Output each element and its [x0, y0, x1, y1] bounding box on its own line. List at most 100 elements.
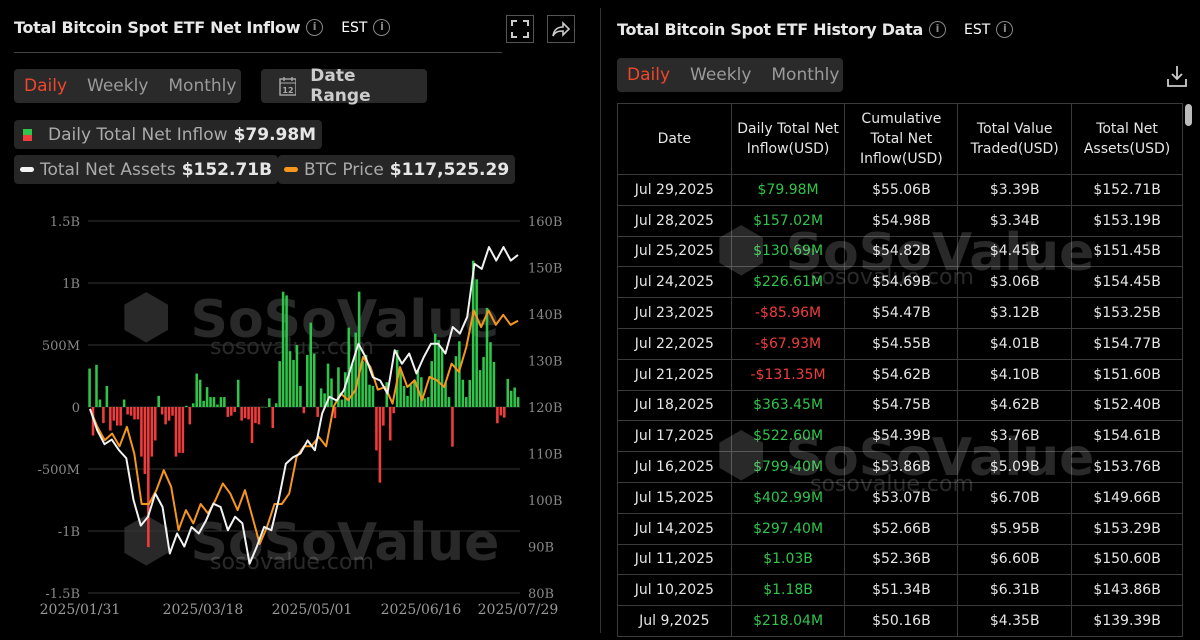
inflow-bar — [209, 397, 212, 407]
table-cell: $151.60B — [1071, 358, 1183, 391]
inflow-bar — [440, 347, 444, 407]
inflow-bar — [147, 407, 150, 548]
table-row[interactable]: Jul 21,2025 -$131.35M $54.62B $4.10B $151.60… — [617, 358, 1183, 391]
timezone-label: EST — [964, 21, 991, 38]
inflow-bar — [420, 377, 423, 407]
table-row[interactable]: Jul 9,2025 $218.04M $50.16B $4.35B $139.39B — [617, 605, 1183, 637]
share-button[interactable] — [547, 15, 575, 43]
inflow-chart[interactable]: 1.5B 1B 500M 0 -500M -1B -1.5B 160B 150B 140B 130B… — [0, 200, 600, 620]
table-row[interactable]: Jul 24,2025 $226.61M $54.69B $3.06B $154.45B — [617, 266, 1183, 299]
download-icon[interactable] — [1166, 64, 1188, 88]
legend-inflow[interactable]: Daily Total Net Inflow $79.98M — [14, 120, 323, 149]
fullscreen-button[interactable] — [506, 15, 534, 43]
inflow-bar — [364, 354, 368, 407]
table-cell: $79.98M — [730, 174, 846, 206]
inflow-bar — [153, 407, 157, 441]
info-icon[interactable]: i — [929, 21, 947, 38]
info-icon[interactable]: i — [306, 19, 324, 36]
table-scrollbar[interactable] — [1185, 104, 1192, 126]
table-cell: Jul 22,2025 — [617, 327, 732, 360]
inflow-bar — [475, 279, 478, 407]
table-cell: $226.61M — [730, 266, 846, 299]
inflow-bar — [278, 361, 281, 407]
tab-daily[interactable]: Daily — [24, 76, 68, 96]
table-cell: $5.09B — [957, 451, 1073, 483]
inflow-bar — [378, 407, 382, 483]
table-cell: $5.95B — [957, 512, 1073, 545]
table-row[interactable]: Jul 10,2025 $1.18B $51.34B $6.31B $143.86B — [617, 574, 1183, 607]
inflow-bar — [368, 384, 371, 407]
table-cell: $54.75B — [844, 389, 959, 422]
table-cell: Jul 10,2025 — [617, 574, 732, 607]
inflow-bar — [337, 367, 340, 407]
inflow-bar — [433, 333, 437, 407]
tab-monthly[interactable]: Monthly — [168, 76, 237, 96]
inflow-bar — [388, 407, 392, 441]
table-row[interactable]: Jul 23,2025 -$85.96M $54.47B $3.12B $153.25B — [617, 297, 1183, 329]
inflow-bar — [185, 405, 188, 407]
legend-label: BTC Price — [304, 159, 384, 180]
table-row[interactable]: Jul 17,2025 $522.60M $54.39B $3.76B $154.61B — [617, 420, 1183, 453]
inflow-bar — [167, 407, 171, 421]
tab-weekly[interactable]: Weekly — [690, 65, 752, 85]
table-cell: $4.01B — [957, 327, 1073, 360]
inflow-bar — [413, 379, 416, 407]
table-cell: $54.55B — [844, 327, 959, 360]
inflow-bar — [496, 407, 499, 424]
table-cell: $53.86B — [844, 451, 959, 483]
table-cell: $522.60M — [730, 420, 846, 453]
table-cell: $3.12B — [957, 297, 1073, 329]
y-left-tick-label: 1B — [62, 277, 80, 292]
date-range-button[interactable]: 12 Date Range — [261, 66, 427, 106]
table-cell: $151.45B — [1071, 235, 1183, 268]
table-cell: $154.61B — [1071, 420, 1183, 453]
table-cell: $157.02M — [730, 204, 846, 237]
inflow-bar — [513, 387, 516, 407]
tab-weekly[interactable]: Weekly — [87, 76, 149, 96]
legend-assets[interactable]: Total Net Assets $152.71B — [14, 155, 279, 184]
table-row[interactable]: Jul 22,2025 -$67.93M $54.55B $4.01B $154.77B — [617, 327, 1183, 360]
info-icon[interactable]: i — [373, 19, 391, 36]
inflow-bar — [288, 351, 292, 407]
inflow-bar — [354, 332, 357, 407]
table-cell: Jul 18,2025 — [617, 389, 732, 422]
inflow-bar — [216, 404, 219, 407]
table-row[interactable]: Jul 11,2025 $1.03B $52.36B $6.60B $150.60B — [617, 543, 1183, 576]
inflow-bar — [299, 385, 302, 407]
tab-monthly[interactable]: Monthly — [771, 65, 840, 85]
inflow-bar — [509, 390, 513, 407]
table-cell: Jul 24,2025 — [617, 266, 732, 299]
table-cell: $1.18B — [730, 574, 846, 607]
table-row[interactable]: Jul 18,2025 $363.45M $54.75B $4.62B $152.40B — [617, 389, 1183, 422]
table-row[interactable]: Jul 16,2025 $799.40M $53.86B $5.09B $153.76B — [617, 451, 1183, 483]
legend-price[interactable]: BTC Price $117,525.29 — [278, 155, 516, 184]
inflow-bar — [205, 387, 209, 407]
inflow-bar — [309, 322, 313, 407]
y-right-tick-label: 130B — [528, 355, 562, 370]
inflow-bar — [492, 361, 496, 407]
table-row[interactable]: Jul 14,2025 $297.40M $52.66B $5.95B $153.29B — [617, 512, 1183, 545]
inflow-bar — [223, 397, 226, 407]
inflow-bar — [458, 341, 461, 407]
table-period-tabs: Daily Weekly Monthly — [617, 58, 843, 92]
inflow-bar — [482, 357, 485, 407]
table-cell: $149.66B — [1071, 481, 1183, 514]
table-cell: Jul 28,2025 — [617, 204, 732, 237]
inflow-bar — [264, 407, 268, 408]
y-right-tick-label: 120B — [528, 401, 562, 416]
table-row[interactable]: Jul 25,2025 $130.69M $54.82B $4.45B $151.45B — [617, 235, 1183, 268]
info-icon[interactable]: i — [996, 21, 1014, 38]
table-row[interactable]: Jul 15,2025 $402.99M $53.07B $6.70B $149.66B — [617, 481, 1183, 514]
table-row[interactable]: Jul 28,2025 $157.02M $54.98B $3.34B $153.19B — [617, 204, 1183, 237]
table-cell: $3.06B — [957, 266, 1073, 299]
inflow-bar — [122, 399, 126, 407]
table-row[interactable]: Jul 29,2025 $79.98M $55.06B $3.39B $152.71B — [617, 174, 1183, 206]
inflow-bar — [392, 407, 395, 414]
tab-daily[interactable]: Daily — [627, 65, 671, 85]
legend-value: $152.71B — [181, 159, 273, 180]
inflow-bar — [330, 378, 333, 407]
inflow-bar — [319, 388, 323, 407]
y-right-tick-label: 160B — [528, 215, 562, 230]
net-assets-line — [89, 246, 519, 565]
table-cell: $4.62B — [957, 389, 1073, 422]
